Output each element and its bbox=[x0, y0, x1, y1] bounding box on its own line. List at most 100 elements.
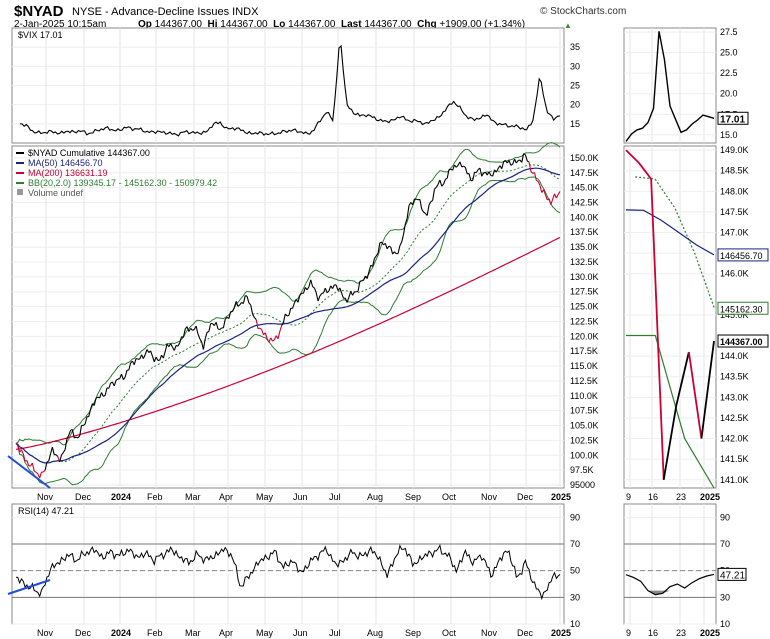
price-segment bbox=[277, 331, 281, 339]
price-segment bbox=[192, 329, 195, 331]
zoom-vix-y-tick-label: 22.5 bbox=[720, 68, 738, 78]
price-segment bbox=[272, 339, 275, 342]
price-segment bbox=[475, 169, 479, 173]
price-segment bbox=[306, 286, 310, 291]
rsi-y-tick-label: 50 bbox=[570, 566, 580, 576]
price-segment bbox=[190, 328, 193, 331]
zoom-rsi-y-tick-label: 90 bbox=[720, 512, 730, 522]
zoom-vix-y-tick-label: 20.0 bbox=[720, 89, 738, 99]
price-segment bbox=[246, 296, 250, 304]
price-segment bbox=[84, 416, 88, 425]
brand-logo: © StockCharts.com bbox=[540, 6, 627, 17]
price-segment bbox=[319, 293, 323, 297]
vix-y-tick-label: 15 bbox=[570, 119, 580, 129]
rsi-x-tick-label: Jul bbox=[329, 628, 341, 638]
price-segment bbox=[153, 356, 157, 363]
zoom-ma50-line bbox=[625, 209, 715, 256]
price-segment bbox=[510, 163, 513, 166]
zoom-rsi-last-label: 47.21 bbox=[720, 570, 745, 581]
main-x-tick-label: Aug bbox=[367, 492, 383, 502]
price-segment bbox=[117, 378, 120, 380]
price-segment bbox=[495, 168, 499, 173]
price-segment bbox=[22, 453, 26, 462]
price-segment bbox=[17, 444, 21, 453]
price-segment bbox=[101, 392, 104, 397]
price-segment bbox=[377, 242, 381, 254]
zoom-price-segment bbox=[650, 178, 665, 480]
rsi-x-tick-label: May bbox=[256, 628, 274, 638]
legend-entry: Volume undef bbox=[28, 188, 84, 198]
ma200-line bbox=[15, 236, 561, 450]
price-segment bbox=[233, 301, 237, 308]
price-segment bbox=[432, 189, 436, 201]
zoom-rsi-x-tick-label: 2025 bbox=[700, 628, 720, 638]
zoom-value-badge bbox=[717, 301, 769, 315]
price-segment bbox=[372, 258, 375, 267]
price-segment bbox=[297, 295, 301, 303]
price-segment bbox=[44, 461, 48, 471]
price-segment bbox=[481, 172, 485, 177]
price-segment bbox=[479, 167, 483, 177]
price-segment bbox=[362, 275, 366, 281]
price-segment bbox=[108, 382, 112, 389]
price-segment bbox=[77, 435, 81, 439]
main-x-tick-label: 2025 bbox=[551, 492, 571, 502]
price-segment bbox=[464, 167, 468, 175]
price-segment bbox=[159, 354, 163, 361]
zoom-bb-lower-line bbox=[626, 334, 715, 489]
price-segment bbox=[434, 186, 437, 190]
price-segment bbox=[90, 403, 93, 410]
panel-rsi-frame bbox=[11, 503, 565, 625]
main-y-tick-label: 140.0K bbox=[570, 212, 599, 222]
price-segment bbox=[115, 378, 119, 381]
bb-lower-line bbox=[15, 176, 561, 486]
low-label: Lo bbox=[273, 19, 286, 30]
price-segment bbox=[222, 318, 226, 328]
last-label: Last bbox=[340, 19, 362, 30]
zoom-price-segment bbox=[687, 351, 703, 439]
rsi-x-tick-label: Sep bbox=[405, 628, 421, 638]
zoom-rsi-y-tick-label: 70 bbox=[720, 539, 730, 549]
main-y-tick-label: 137.5K bbox=[570, 227, 599, 237]
main-y-tick-label: 100.0K bbox=[570, 450, 599, 460]
rsi-x-tick-label: Nov bbox=[481, 628, 498, 638]
price-segment bbox=[401, 234, 405, 243]
price-segment bbox=[514, 158, 517, 164]
price-segment bbox=[350, 291, 354, 296]
price-segment bbox=[348, 291, 352, 298]
price-segment bbox=[208, 323, 212, 332]
zoom-main-y-tick-label: 145.0K bbox=[720, 310, 749, 320]
price-segment bbox=[408, 202, 412, 206]
main-y-tick-label: 130.0K bbox=[570, 272, 599, 282]
price-segment bbox=[459, 161, 463, 168]
price-segment bbox=[122, 376, 126, 380]
price-segment bbox=[175, 344, 179, 347]
rsi-y-tick-label: 90 bbox=[570, 512, 580, 522]
price-segment bbox=[124, 370, 128, 378]
price-segment bbox=[515, 160, 519, 164]
rsi-x-tick-label: Apr bbox=[219, 628, 233, 638]
price-segment bbox=[245, 295, 248, 297]
price-segment bbox=[523, 153, 526, 156]
price-segment bbox=[224, 316, 228, 320]
high-value: 144367.00 bbox=[220, 19, 268, 30]
price-segment bbox=[273, 335, 277, 341]
price-segment bbox=[64, 438, 68, 450]
price-segment bbox=[255, 319, 259, 329]
price-segment bbox=[264, 332, 268, 339]
price-segment bbox=[197, 333, 201, 339]
main-y-tick-label: 120.0K bbox=[570, 331, 599, 341]
price-segment bbox=[430, 200, 433, 203]
main-x-tick-label: Mar bbox=[185, 492, 201, 502]
price-segment bbox=[452, 164, 455, 171]
price-segment bbox=[144, 349, 148, 355]
zoom-rsi-line bbox=[625, 573, 715, 596]
price-segment bbox=[402, 223, 406, 235]
rsi-x-tick-label: Aug bbox=[367, 628, 383, 638]
price-segment bbox=[302, 287, 306, 294]
zoom-vix-last-badge bbox=[717, 111, 749, 125]
price-segment bbox=[375, 252, 379, 257]
price-segment bbox=[248, 302, 252, 306]
zoom-main-y-tick-label: 148.0K bbox=[720, 186, 749, 196]
price-segment bbox=[141, 354, 144, 359]
